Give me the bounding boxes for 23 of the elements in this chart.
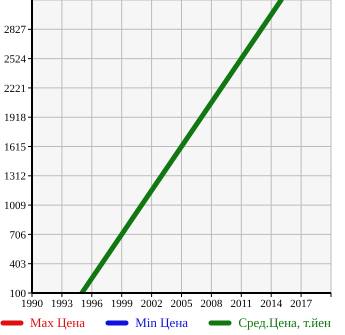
x-tick-label: 2017 bbox=[290, 298, 313, 310]
x-tick-label: 1996 bbox=[80, 298, 104, 310]
x-tick-label: 2011 bbox=[230, 298, 252, 310]
legend-label: Max Цена bbox=[29, 315, 85, 331]
legend-label: Min Цена bbox=[134, 315, 188, 331]
x-tick-label: 1990 bbox=[21, 298, 44, 310]
y-tick-label: 1009 bbox=[4, 200, 26, 212]
x-tick-label: 2002 bbox=[140, 298, 163, 310]
x-tick-label: 1993 bbox=[50, 298, 74, 310]
y-tick-label: 403 bbox=[10, 258, 26, 271]
x-tick-label: 2014 bbox=[260, 298, 283, 310]
x-tick-label: 1999 bbox=[110, 298, 134, 310]
y-tick-label: 1615 bbox=[4, 141, 26, 154]
x-tick-label: 2008 bbox=[200, 298, 223, 310]
y-tick-label: 2524 bbox=[4, 54, 26, 66]
y-tick-label: 1918 bbox=[4, 112, 26, 124]
y-tick-label: 100 bbox=[10, 288, 26, 300]
y-tick-label: 2827 bbox=[4, 24, 26, 36]
y-tick-label: 1312 bbox=[4, 170, 26, 183]
x-tick-label: 2005 bbox=[170, 298, 193, 310]
legend-label: Сред.Цена, т.йен bbox=[237, 315, 331, 331]
y-tick-label: 2221 bbox=[4, 82, 26, 95]
y-tick-label: 706 bbox=[10, 229, 26, 242]
